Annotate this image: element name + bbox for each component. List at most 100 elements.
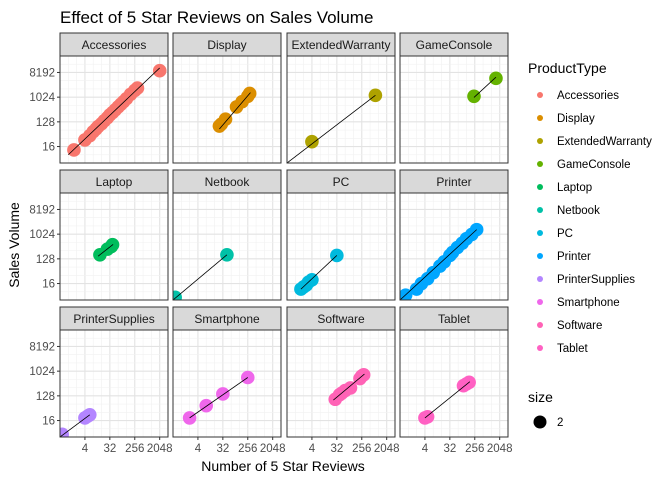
data-point <box>489 71 503 86</box>
size-legend-label: 2 <box>557 417 563 429</box>
data-point <box>343 381 358 395</box>
facet-marks <box>182 370 255 425</box>
facet-border <box>59 329 169 438</box>
data-point <box>130 81 145 95</box>
x-tick-label: 2048 <box>147 443 173 455</box>
trend-line <box>400 229 477 300</box>
facet-plot-area <box>287 56 395 163</box>
y-tick-label: 128 <box>36 391 55 403</box>
data-point <box>305 134 319 149</box>
facet-panel: Tablet 4 32 256 2048 <box>399 306 513 455</box>
facet-panel: Accessories 16 128 1024 8192 <box>29 32 169 164</box>
x-tick-label: 256 <box>465 443 484 455</box>
legend-key <box>537 92 543 98</box>
x-tick-label: 2048 <box>487 443 513 455</box>
trend-line <box>287 94 376 163</box>
legend-label: PC <box>557 228 573 240</box>
legend-item: Smartphone <box>537 297 620 309</box>
legend-label: PrinterSupplies <box>557 274 635 286</box>
facet-strip-label: PC <box>333 175 350 189</box>
data-point <box>199 398 214 413</box>
legend-key <box>537 207 543 213</box>
y-tick-label: 8192 <box>29 67 55 79</box>
legend-key <box>537 299 543 305</box>
data-point <box>173 290 182 300</box>
legend-title: ProductType <box>528 60 607 76</box>
facet-plot-area <box>400 56 508 163</box>
legend-label: Software <box>557 320 602 332</box>
facet-marks <box>400 222 484 300</box>
trend-line <box>219 92 251 130</box>
legend-key <box>537 253 543 259</box>
facet-panel: Smartphone 4 32 256 2048 <box>172 306 286 455</box>
y-tick-label: 1024 <box>29 366 55 378</box>
legend-item: Printer <box>537 251 591 263</box>
data-point <box>152 63 167 78</box>
x-tick-label: 32 <box>103 443 116 455</box>
facet-strip-label: Tablet <box>438 312 471 326</box>
facet-marks <box>60 407 97 437</box>
trend-line <box>60 414 91 437</box>
x-tick-label: 32 <box>443 443 456 455</box>
x-tick-label: 2048 <box>260 443 286 455</box>
y-tick-label: 1024 <box>29 92 55 104</box>
legend-item: Display <box>537 113 595 125</box>
y-axis-title: Sales Volume <box>6 202 22 288</box>
data-point <box>368 88 383 103</box>
x-tick-label: 32 <box>216 443 229 455</box>
y-tick-label: 16 <box>42 416 55 428</box>
x-tick-label: 2048 <box>374 443 400 455</box>
trend-line <box>333 373 365 401</box>
x-tick-label: 4 <box>422 443 429 455</box>
facet-marks <box>212 86 257 133</box>
x-tick-label: 4 <box>309 443 316 455</box>
facet-plot-area <box>173 193 281 300</box>
legend-key <box>537 184 543 190</box>
x-tick-label: 4 <box>82 443 89 455</box>
facet-strip-label: Software <box>317 312 365 326</box>
facet-panel: Printer <box>399 169 509 301</box>
size-legend-key <box>533 415 547 429</box>
legend-label: Laptop <box>557 182 592 194</box>
legend-item: Tablet <box>537 343 588 355</box>
y-tick-label: 1024 <box>29 229 55 241</box>
facet-marks <box>173 247 234 300</box>
facet-panel: Laptop 16 128 1024 8192 <box>29 169 169 301</box>
facet-marks <box>67 63 167 157</box>
legend-key <box>537 345 543 351</box>
x-axis-title: Number of 5 Star Reviews <box>201 458 364 474</box>
y-tick-label: 128 <box>36 117 55 129</box>
trend-line <box>189 377 248 419</box>
legend-item: GameConsole <box>537 159 631 171</box>
legend: ProductType Accessories Display ExtendedWa… <box>528 60 652 429</box>
facet-strip-label: Smartphone <box>194 312 260 326</box>
facet-plot-area <box>287 330 395 437</box>
facet-panel: Software 4 32 256 2048 <box>286 306 400 455</box>
x-tick-label: 4 <box>195 443 202 455</box>
facet-border <box>172 55 282 164</box>
trend-line <box>300 255 338 290</box>
legend-item: PC <box>537 228 573 240</box>
legend-item: Netbook <box>537 205 600 217</box>
facet-border <box>59 192 169 301</box>
chart-title: Effect of 5 Star Reviews on Sales Volume <box>60 8 373 27</box>
data-point <box>216 387 230 401</box>
x-tick-label: 256 <box>352 443 371 455</box>
legend-key <box>537 322 543 328</box>
y-tick-label: 128 <box>36 254 55 266</box>
facet-strip-label: ExtendedWarranty <box>292 38 391 52</box>
facet-border <box>286 192 396 301</box>
facet-border <box>286 55 396 164</box>
data-point <box>305 272 319 287</box>
y-tick-label: 8192 <box>29 341 55 353</box>
facet-panel: GameConsole <box>399 32 509 164</box>
facet-border <box>399 329 509 438</box>
facet-plot-area <box>60 330 168 437</box>
legend-key <box>537 115 543 121</box>
trend-line <box>424 381 471 419</box>
legend-item: Accessories <box>537 90 619 102</box>
facet-marks <box>287 88 383 163</box>
facet-plot-area <box>400 330 508 437</box>
legend-label: Display <box>557 113 595 125</box>
